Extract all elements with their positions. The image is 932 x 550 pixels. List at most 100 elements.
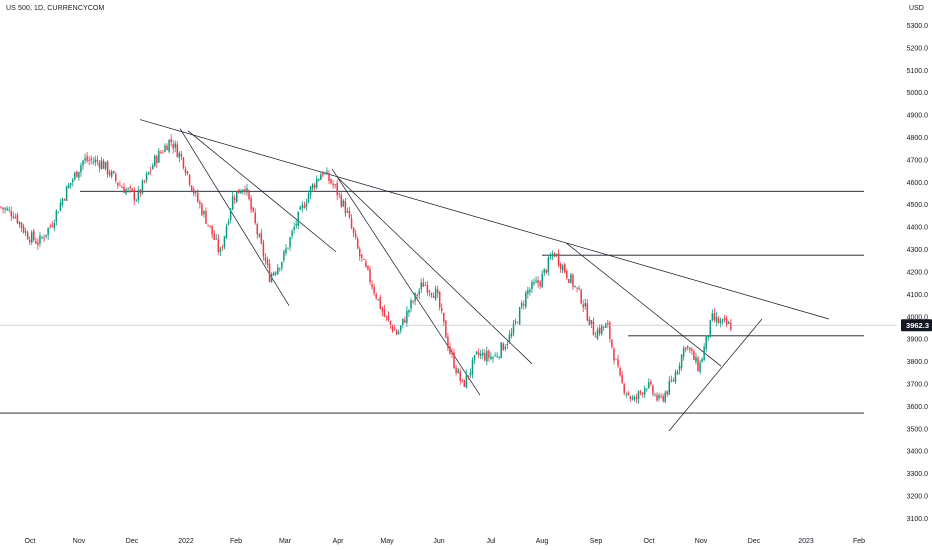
candle-body (6, 208, 8, 211)
candle-body (110, 171, 113, 177)
candle-body (488, 350, 490, 358)
candle-body (473, 355, 476, 360)
candle-body (447, 336, 449, 348)
candle-body (518, 307, 521, 325)
candle-body (627, 392, 630, 395)
candle-body (404, 319, 406, 323)
candle-body (272, 272, 275, 276)
x-tick-label: Nov (73, 538, 86, 545)
candle-body (318, 179, 320, 181)
candle-body (84, 158, 86, 161)
candle-body (98, 162, 101, 168)
candle-body (156, 156, 158, 164)
y-tick-label: 4600.0 (907, 180, 929, 187)
candle-body (59, 202, 62, 211)
candle-body (703, 347, 705, 360)
candle-body (568, 278, 570, 283)
candle-body (37, 242, 39, 246)
last-price-tag (901, 319, 932, 332)
candle-body (674, 372, 677, 383)
candle-body (592, 321, 595, 336)
candle-body (172, 144, 174, 149)
x-tick-label: Jul (487, 538, 496, 545)
candle-body (311, 184, 314, 189)
candle-body (149, 170, 152, 172)
candle-body (361, 254, 363, 258)
candle-body (559, 263, 562, 270)
candle-body (641, 392, 644, 395)
candle-body (277, 267, 279, 275)
candle-body (293, 227, 295, 230)
y-tick-label: 4200.0 (907, 269, 929, 276)
candle-body (242, 189, 244, 193)
time-axis[interactable]: Oct Nov Dec 2022 Feb Mar Apr May Jun Jul Aug Sep Oct… (25, 538, 866, 545)
y-tick-label: 4400.0 (907, 225, 929, 232)
candle-body (209, 225, 211, 227)
candle-body (367, 265, 369, 270)
x-tick-label: 2023 (798, 538, 814, 545)
candle-body (578, 288, 580, 290)
x-tick-label: Feb (853, 538, 865, 545)
y-tick-label: 4300.0 (907, 247, 929, 254)
candle-body (31, 232, 33, 243)
candle-body (188, 174, 191, 185)
candle-body (445, 320, 447, 338)
candle-body (268, 263, 271, 282)
price-axis[interactable]: 5300.0 5200.0 5100.0 5000.0 4900.0 4800.0 4700… (907, 23, 929, 523)
candle-body (553, 253, 556, 257)
candle-body (689, 347, 691, 350)
candle-body (145, 173, 148, 181)
candle-body (393, 329, 396, 331)
candle-body (670, 379, 673, 382)
candle-body (572, 274, 574, 287)
y-tick-label: 3500.0 (907, 426, 929, 433)
candle-body (387, 315, 390, 320)
candle-body (539, 282, 541, 287)
candle-body (389, 321, 392, 325)
candle-body (402, 318, 404, 326)
candle-body (281, 262, 283, 268)
candle-body (541, 273, 543, 288)
candle-body (10, 211, 12, 217)
candle-body (576, 287, 578, 289)
candle-body (346, 210, 349, 213)
candle-body (391, 325, 394, 332)
candle-body (611, 339, 613, 347)
candle-body (266, 260, 269, 265)
candle-body (295, 223, 297, 226)
candle-body (482, 352, 484, 356)
candle-body (434, 288, 437, 300)
candle-body (723, 317, 726, 320)
candle-body (617, 359, 619, 366)
candle-body (72, 179, 74, 182)
candle-body (719, 320, 722, 323)
candle-body (287, 247, 289, 249)
candle-body (92, 161, 94, 163)
candle-body (82, 160, 84, 166)
candle-body (580, 289, 582, 304)
candle-body (211, 225, 213, 235)
candle-body (28, 239, 31, 242)
candle-body (682, 348, 685, 357)
candle-body (4, 208, 6, 210)
candle-body (238, 189, 240, 194)
candle-body (178, 152, 181, 158)
trend-line (331, 168, 481, 396)
candle-body (397, 332, 400, 334)
candle-body (305, 202, 308, 207)
drawing-layer[interactable] (0, 119, 864, 432)
candle-body (385, 315, 388, 317)
y-tick-label: 5200.0 (907, 45, 929, 52)
candle-body (96, 159, 99, 162)
candle-body (197, 193, 199, 202)
y-tick-label: 5000.0 (907, 90, 929, 97)
trend-line (139, 119, 830, 320)
candle-body (430, 293, 433, 296)
candle-body (283, 251, 285, 261)
candle-body (129, 186, 131, 189)
candle-body (523, 304, 525, 306)
candle-body (313, 184, 316, 188)
candle-body (459, 371, 461, 381)
candle-body (158, 150, 160, 163)
